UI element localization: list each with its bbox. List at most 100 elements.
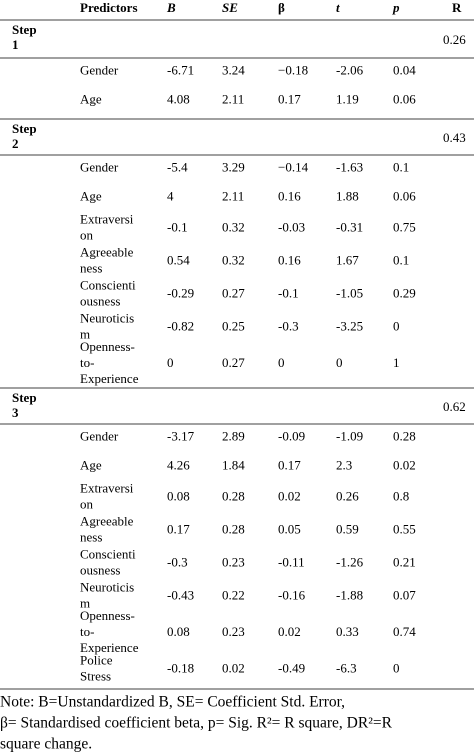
cell-value: 0.8	[393, 488, 409, 503]
step-label: Step	[12, 390, 37, 405]
r-value: 0.62	[443, 399, 466, 414]
cell-value: 1.19	[336, 91, 359, 106]
cell-value: 1	[393, 355, 400, 370]
cell-value: 0.05	[278, 521, 301, 536]
step-label: 2	[12, 136, 19, 151]
predictor: Openness-	[80, 608, 135, 623]
predictor: Extraversi	[80, 480, 134, 495]
cell-value: 3.29	[222, 159, 245, 174]
predictor: Agreeable	[80, 513, 134, 528]
predictor: m	[80, 595, 90, 610]
cell-value: 0.06	[393, 188, 416, 203]
cell-value: 0	[393, 660, 400, 675]
column-header: t	[336, 0, 340, 15]
cell-value: -1.63	[336, 159, 363, 174]
column-header: SE	[222, 0, 238, 15]
cell-value: 4	[167, 188, 174, 203]
predictor: on	[80, 227, 94, 242]
step-label: Step	[12, 22, 37, 37]
predictor: to-	[80, 624, 94, 639]
predictor: m	[80, 326, 90, 341]
cell-value: 0.28	[222, 488, 245, 503]
cell-value: 0.32	[222, 219, 245, 234]
cell-value: 0.25	[222, 318, 245, 333]
cell-value: -3.25	[336, 318, 363, 333]
cell-value: 0.32	[222, 252, 245, 267]
cell-value: 0.07	[393, 587, 416, 602]
cell-value: 0.17	[278, 457, 301, 472]
step-label: 1	[12, 37, 19, 52]
cell-value: 0.16	[278, 188, 301, 203]
column-header: p	[392, 0, 400, 15]
cell-value: -5.4	[167, 159, 188, 174]
cell-value: 2.11	[222, 91, 244, 106]
cell-value: −0.18	[278, 62, 308, 77]
step-label: 3	[12, 405, 19, 420]
predictor: Gender	[80, 62, 119, 77]
cell-value: 0.55	[393, 521, 416, 536]
predictor: Agreeable	[80, 244, 134, 259]
cell-value: -1.09	[336, 428, 363, 443]
cell-value: 0	[393, 318, 400, 333]
cell-value: -0.29	[167, 285, 194, 300]
cell-value: 0.08	[167, 624, 190, 639]
predictor: Openness-	[80, 339, 135, 354]
predictor: Experience	[80, 640, 139, 655]
cell-value: -0.49	[278, 660, 305, 675]
column-header: B	[166, 0, 176, 15]
cell-value: 4.08	[167, 91, 190, 106]
cell-value: 0.26	[336, 488, 359, 503]
cell-value: 0.23	[222, 554, 245, 569]
cell-value: -0.43	[167, 587, 194, 602]
cell-value: 2.11	[222, 188, 244, 203]
cell-value: 0.23	[222, 624, 245, 639]
cell-value: 2.3	[336, 457, 352, 472]
cell-value: 4.26	[167, 457, 190, 472]
cell-value: 0.29	[393, 285, 416, 300]
predictor: Age	[80, 188, 102, 203]
column-header: β	[278, 0, 285, 15]
cell-value: 0.74	[393, 624, 416, 639]
predictor: Age	[80, 91, 102, 106]
cell-value: -1.05	[336, 285, 363, 300]
cell-value: 3.24	[222, 62, 245, 77]
cell-value: -0.11	[278, 554, 305, 569]
predictor: Conscienti	[80, 546, 136, 561]
column-header: Predictors	[80, 0, 138, 15]
cell-value: 0.75	[393, 219, 416, 234]
predictor: ousness	[80, 562, 120, 577]
column-header: R	[452, 0, 462, 15]
cell-value: -0.31	[336, 219, 363, 234]
cell-value: 0.02	[222, 660, 245, 675]
cell-value: 0.04	[393, 62, 416, 77]
cell-value: -0.09	[278, 428, 305, 443]
cell-value: -0.82	[167, 318, 194, 333]
cell-value: 0.17	[278, 91, 301, 106]
cell-value: 0.28	[393, 428, 416, 443]
predictor: Extraversi	[80, 211, 134, 226]
cell-value: -0.3	[278, 318, 299, 333]
cell-value: -6.3	[336, 660, 357, 675]
cell-value: 0.02	[278, 624, 301, 639]
cell-value: 0.27	[222, 285, 245, 300]
predictor: Police	[80, 652, 113, 667]
cell-value: -0.16	[278, 587, 306, 602]
predictor: ness	[80, 529, 102, 544]
cell-value: -0.1	[278, 285, 299, 300]
cell-value: 0.02	[393, 457, 416, 472]
cell-value: -0.18	[167, 660, 194, 675]
predictor: ness	[80, 260, 102, 275]
cell-value: 0	[167, 355, 174, 370]
cell-value: 0.54	[167, 252, 190, 267]
cell-value: -0.3	[167, 554, 188, 569]
cell-value: 0.08	[167, 488, 190, 503]
cell-value: 0.59	[336, 521, 359, 536]
cell-value: -0.03	[278, 219, 305, 234]
note-line: square change.	[0, 736, 92, 753]
cell-value: 0.28	[222, 521, 245, 536]
cell-value: 2.89	[222, 428, 245, 443]
r-value: 0.26	[443, 32, 466, 47]
predictor: Neuroticis	[80, 579, 134, 594]
cell-value: 0.1	[393, 252, 409, 267]
